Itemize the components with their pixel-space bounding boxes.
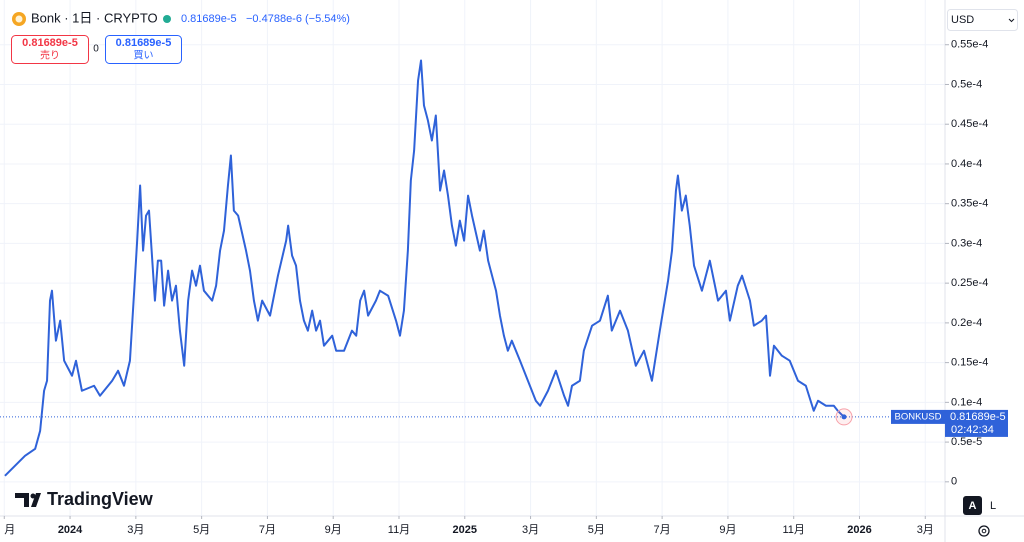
y-tick-label: 0.2e-4 [951,317,982,329]
x-tick-label: 7月 [259,524,276,536]
x-tick-label: 9月 [719,524,736,536]
dropdown-arrow [1008,18,1015,23]
symbol-icon-inner [15,15,23,23]
symbol-title[interactable]: Bonk · 1日 · CRYPTO [31,10,158,25]
price-tag [945,409,1008,437]
settings-icon-center [981,528,987,534]
symbol-tag [891,409,945,424]
y-tick-label: 0.15e-4 [951,357,988,369]
market-status [163,15,171,23]
price-line [4,59,845,477]
spread: 0 [93,44,99,55]
symbol-tag-label: BONKUSD [895,411,942,422]
x-tick-label: 11月 [782,524,804,536]
sell-button[interactable] [11,35,89,64]
auto-scale-button[interactable] [963,496,982,515]
buy-price: 0.81689e-5 [116,37,172,49]
price-tag-value: 0.81689e-5 [950,411,1006,423]
y-tick-label: 0 [951,476,957,488]
buy-label: 買い [134,50,154,62]
x-tick-label: 9月 [325,524,342,536]
log-scale-label[interactable]: L [990,500,996,512]
y-tick-label: 0.55e-4 [951,39,988,51]
y-tick-label: 0.5e-4 [951,78,982,90]
x-tick-label: 5月 [588,524,605,536]
logo-dot [30,493,36,499]
y-tick-label: 0.3e-4 [951,237,982,249]
sell-label: 売り [40,49,60,62]
header-price: 0.81689e-5 [181,13,237,25]
x-tick-label: 7月 [654,524,671,536]
y-tick-label: 0.4e-4 [951,158,982,170]
x-tick-label: 11月 [388,524,410,536]
currency-label: USD [951,14,974,26]
settings-icon[interactable] [978,525,990,537]
header-change: −0.4788e-6 (−5.54%) [246,13,350,25]
x-tick-label: 月 [4,524,15,536]
logo-icon [15,493,41,507]
sell-price: 0.81689e-5 [22,37,78,49]
plot [0,59,945,477]
x-tick-label: 2025 [453,524,477,536]
last-point [841,414,847,420]
countdown: 02:42:34 [951,424,994,436]
auto-scale-label: A [969,500,977,512]
y-tick-label: 0.35e-4 [951,198,988,210]
x-tick-label: 5月 [193,524,210,536]
x-tick-label: 3月 [917,524,934,536]
x-tick-label: 2026 [847,524,871,536]
y-tick-label: 0.45e-4 [951,118,988,130]
buy-button[interactable] [105,35,182,64]
logo-text: TradingView [47,489,154,509]
currency-select[interactable] [947,9,1018,31]
x-tick-label: 3月 [127,524,144,536]
y-tick-label: 0.1e-4 [951,396,982,408]
y-tick-label: 0.5e-5 [951,436,982,448]
x-tick-label: 2024 [58,524,83,536]
x-tick-label: 3月 [522,524,539,536]
y-tick-label: 0.25e-4 [951,277,988,289]
